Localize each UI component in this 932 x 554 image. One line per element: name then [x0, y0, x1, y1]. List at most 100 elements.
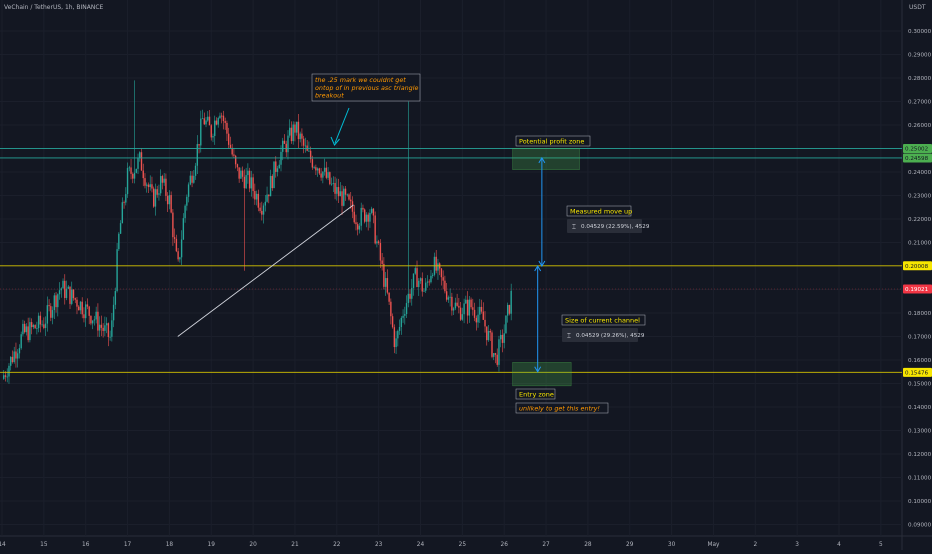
candle-body	[268, 194, 270, 197]
candle-body	[83, 314, 85, 319]
candle-body	[337, 187, 340, 197]
candle-body	[214, 120, 216, 137]
annotation-25-mark-arrow[interactable]	[334, 107, 350, 144]
price-tick-label: 0.16000	[908, 358, 932, 364]
candle-body	[210, 125, 212, 138]
time-tick-label: 23	[375, 542, 383, 548]
time-tick-label: 17	[124, 542, 132, 548]
candle-body	[357, 224, 359, 230]
candle-body	[292, 124, 294, 142]
candle-body	[133, 172, 136, 179]
candle-body	[344, 188, 347, 195]
symbol-title[interactable]: VeChain / TetherUS, 1h, BINANCE	[4, 4, 104, 11]
candle-body	[50, 306, 52, 318]
candle-body	[362, 207, 364, 210]
candle-body	[182, 218, 185, 240]
candle-body	[456, 302, 458, 306]
candle-body	[179, 257, 181, 260]
candle-body	[386, 278, 389, 293]
candle-body	[498, 339, 500, 365]
candle-body	[398, 326, 401, 331]
price-level-badge-label: 0.15476	[905, 371, 929, 377]
candle-body	[53, 295, 56, 311]
candle-body	[135, 168, 137, 173]
candle-body	[510, 290, 512, 314]
time-tick-label: 27	[542, 542, 550, 548]
potential-profit-zone-box	[515, 135, 591, 147]
candle-body	[58, 290, 61, 295]
candle-body	[425, 282, 427, 291]
ascending-trendline[interactable]	[177, 204, 354, 337]
candle-body	[203, 118, 205, 125]
price-tick-label: 0.14000	[908, 405, 932, 411]
candle-body	[36, 328, 38, 329]
candle-body	[111, 320, 113, 337]
candle-body	[360, 207, 362, 226]
candle-body	[76, 299, 78, 307]
measured-move-up-readout-icon: ⌶	[572, 223, 576, 231]
candle-body	[166, 195, 169, 205]
measured-move-up-readout-text: 0.04529 (22.59%), 4529	[581, 224, 650, 230]
candle-body	[313, 167, 315, 168]
candle-body	[451, 296, 453, 311]
candle-body	[198, 144, 200, 146]
candle-body	[236, 164, 239, 168]
candle-body	[30, 322, 33, 328]
candle-body	[412, 273, 415, 288]
candle-body	[114, 291, 117, 305]
candle-body	[25, 326, 28, 333]
candle-body	[393, 327, 396, 348]
candle-body	[294, 124, 296, 133]
candle-body	[472, 307, 474, 310]
price-level-badge-label: 0.24598	[905, 156, 929, 162]
candle-body	[484, 319, 486, 327]
candle-body	[156, 189, 158, 195]
annotation-unlikely-entry-box	[515, 402, 609, 414]
candle-body	[165, 178, 167, 196]
time-tick-label: 26	[501, 542, 509, 548]
candle-body	[381, 260, 383, 264]
price-level-badge-label: 0.20008	[905, 264, 929, 270]
candle-body	[65, 288, 68, 298]
entry-zone[interactable]	[512, 362, 572, 387]
time-tick-label: 29	[626, 542, 634, 548]
candle-body	[74, 298, 76, 300]
time-axis[interactable]: 14 15 16 17 18 19 20 21 22 23 24 25 26 27 28 29 30 May 2 3 4…	[0, 542, 883, 548]
candle-body	[491, 332, 493, 357]
entry-zone-box	[515, 388, 556, 400]
candle-body	[365, 214, 368, 222]
size-of-current-channel-readout-icon: ⌶	[567, 332, 571, 340]
candle-body	[409, 293, 411, 299]
potential-profit-zone[interactable]	[512, 148, 580, 170]
candle-body	[405, 303, 408, 315]
candle-body	[10, 356, 12, 366]
candle-body	[384, 278, 387, 287]
candle-body	[15, 351, 17, 359]
candle-body	[367, 214, 369, 222]
drawings[interactable]: Potential profit zone Entry zone Measured …	[177, 73, 650, 414]
price-axis[interactable]: 0.30000 0.29000 0.28000 0.27000 0.26000 0.250…	[903, 29, 932, 529]
candle-body	[90, 315, 92, 324]
candle-body	[32, 325, 35, 328]
candle-body	[219, 115, 221, 119]
candle-body	[479, 306, 481, 315]
candle-body	[243, 176, 246, 189]
candle-body	[323, 167, 326, 172]
candle-body	[123, 202, 125, 204]
candle-body	[180, 239, 183, 258]
candle-body	[91, 320, 94, 324]
candle-body	[449, 296, 451, 298]
candle-body	[128, 167, 130, 169]
candle-body	[336, 187, 338, 194]
candle-body	[254, 191, 256, 200]
currency-label[interactable]: USDT	[909, 4, 926, 11]
candle-body	[505, 315, 507, 334]
candle-body	[309, 150, 312, 160]
candle-body	[400, 317, 403, 327]
price-level-badge	[903, 367, 932, 377]
candle-body	[142, 170, 144, 179]
candle-body	[184, 205, 186, 219]
